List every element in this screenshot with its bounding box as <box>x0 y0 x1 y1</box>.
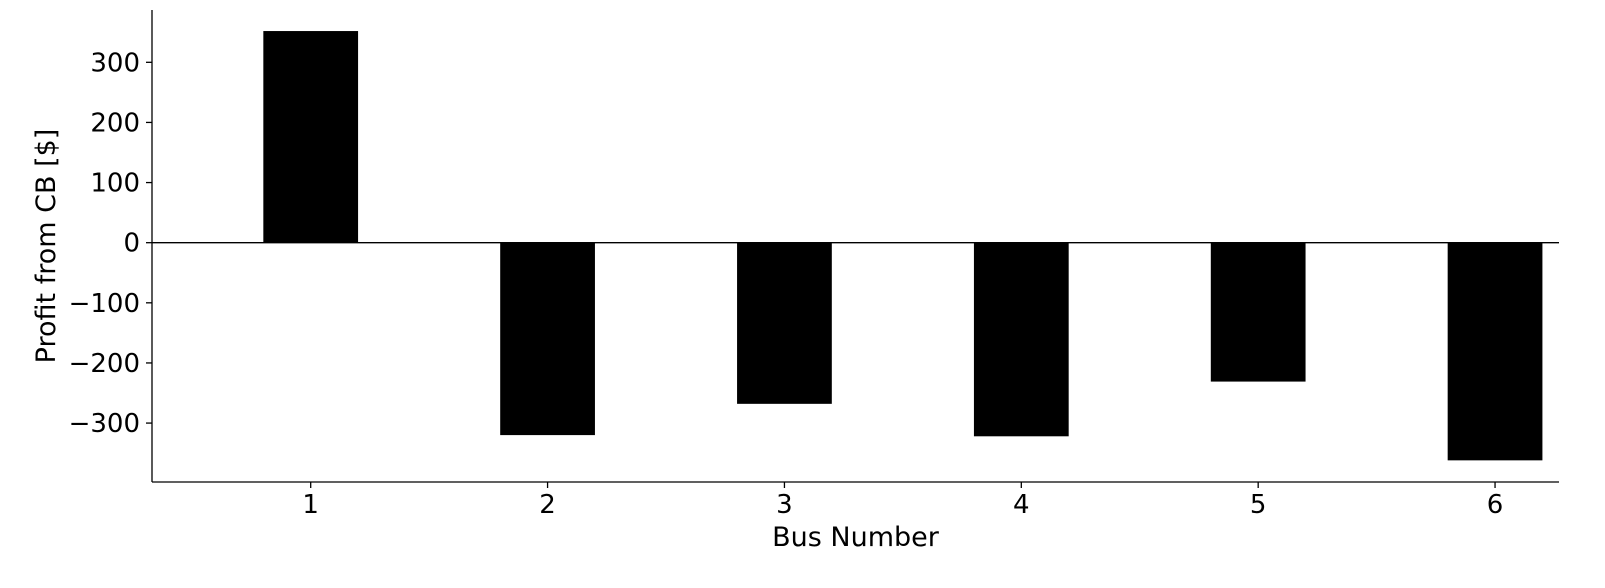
y-axis-title: Profit from CB [$] <box>31 129 62 364</box>
x-tick-label: 6 <box>1487 490 1504 520</box>
bar-2 <box>500 242 595 436</box>
y-tick-label: 100 <box>90 169 140 199</box>
x-tick-label: 4 <box>1013 490 1030 520</box>
bars <box>263 31 1543 461</box>
y-tick-label: 200 <box>90 108 140 138</box>
y-tick-label: 300 <box>90 48 140 78</box>
axes <box>151 10 1559 483</box>
y-tick-label: 0 <box>123 229 140 259</box>
bar-3 <box>737 242 832 404</box>
x-tick-label: 5 <box>1250 490 1267 520</box>
bar-6 <box>1447 242 1543 461</box>
x-tick-label: 1 <box>302 490 319 520</box>
x-tick-label: 2 <box>539 490 556 520</box>
y-tick-label: −300 <box>69 409 140 439</box>
bar-1 <box>263 31 359 243</box>
ticks: −300 −200 −100 0 100 200 300 1 2 3 4 5 6 <box>69 48 1504 520</box>
bar-4 <box>973 242 1069 437</box>
x-tick-label: 3 <box>776 490 793 520</box>
y-tick-label: −200 <box>69 349 140 379</box>
x-axis-title: Bus Number <box>772 522 940 553</box>
y-tick-label: −100 <box>69 289 140 319</box>
bar-5 <box>1210 242 1306 382</box>
